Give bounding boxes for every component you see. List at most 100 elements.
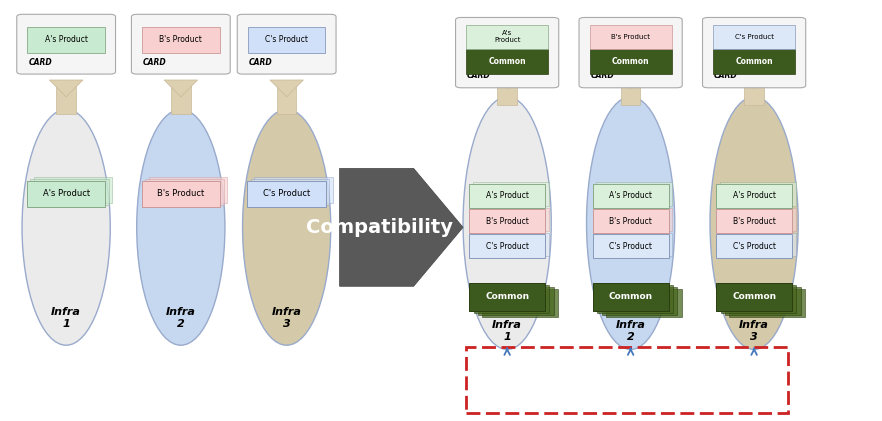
FancyBboxPatch shape bbox=[725, 287, 801, 315]
FancyBboxPatch shape bbox=[720, 182, 796, 206]
Polygon shape bbox=[614, 72, 647, 88]
Text: Common: Common bbox=[489, 57, 526, 66]
FancyBboxPatch shape bbox=[716, 283, 792, 311]
FancyBboxPatch shape bbox=[597, 285, 673, 313]
FancyBboxPatch shape bbox=[474, 285, 549, 313]
FancyBboxPatch shape bbox=[497, 72, 517, 105]
Text: B's Product: B's Product bbox=[160, 35, 202, 44]
Text: C's Product: C's Product bbox=[733, 242, 775, 251]
Text: Compatibility: Compatibility bbox=[306, 218, 452, 237]
FancyBboxPatch shape bbox=[478, 287, 554, 315]
Polygon shape bbox=[49, 80, 83, 97]
Polygon shape bbox=[490, 72, 524, 88]
Text: B's Product: B's Product bbox=[733, 216, 775, 226]
Text: Infra
1: Infra 1 bbox=[51, 307, 81, 329]
Text: B's Product: B's Product bbox=[486, 216, 528, 226]
FancyBboxPatch shape bbox=[466, 49, 548, 75]
FancyBboxPatch shape bbox=[716, 184, 792, 208]
Text: B's Product: B's Product bbox=[611, 34, 650, 40]
Text: Infra
2: Infra 2 bbox=[166, 307, 196, 329]
FancyBboxPatch shape bbox=[141, 181, 220, 207]
Text: Common: Common bbox=[732, 292, 776, 301]
Text: Infra
2: Infra 2 bbox=[616, 320, 646, 341]
FancyBboxPatch shape bbox=[469, 209, 545, 233]
Ellipse shape bbox=[463, 97, 551, 349]
FancyBboxPatch shape bbox=[473, 208, 549, 231]
Text: C's Product: C's Product bbox=[486, 242, 528, 251]
FancyBboxPatch shape bbox=[254, 177, 333, 203]
Text: A's
Product: A's Product bbox=[494, 30, 520, 43]
FancyBboxPatch shape bbox=[702, 18, 805, 88]
Text: A's Product: A's Product bbox=[733, 191, 775, 200]
FancyBboxPatch shape bbox=[251, 179, 330, 205]
Text: A's Product: A's Product bbox=[486, 191, 528, 200]
FancyBboxPatch shape bbox=[744, 72, 764, 105]
FancyBboxPatch shape bbox=[34, 177, 112, 203]
FancyBboxPatch shape bbox=[720, 233, 796, 256]
Text: C's Product: C's Product bbox=[263, 189, 310, 198]
FancyBboxPatch shape bbox=[589, 25, 672, 48]
FancyBboxPatch shape bbox=[589, 49, 672, 75]
Text: Common: Common bbox=[612, 57, 649, 66]
Text: CARD: CARD bbox=[28, 58, 52, 67]
FancyBboxPatch shape bbox=[596, 233, 672, 256]
Ellipse shape bbox=[243, 109, 331, 345]
Text: Common: Common bbox=[736, 57, 773, 66]
FancyBboxPatch shape bbox=[713, 25, 795, 48]
Text: CARD: CARD bbox=[249, 58, 273, 67]
FancyBboxPatch shape bbox=[593, 283, 669, 311]
Text: Common: Common bbox=[609, 292, 653, 301]
Text: Infra
3: Infra 3 bbox=[739, 320, 769, 341]
Text: B's Product: B's Product bbox=[157, 189, 205, 198]
FancyBboxPatch shape bbox=[277, 80, 296, 114]
Text: Infra
3: Infra 3 bbox=[272, 307, 302, 329]
FancyBboxPatch shape bbox=[593, 184, 669, 208]
FancyBboxPatch shape bbox=[171, 80, 191, 114]
FancyBboxPatch shape bbox=[473, 182, 549, 206]
Text: C's Product: C's Product bbox=[609, 242, 652, 251]
Text: C's Product: C's Product bbox=[265, 35, 308, 44]
FancyBboxPatch shape bbox=[142, 27, 220, 53]
Text: A's Product: A's Product bbox=[609, 191, 652, 200]
FancyBboxPatch shape bbox=[579, 18, 682, 88]
Text: CARD: CARD bbox=[590, 71, 614, 80]
FancyBboxPatch shape bbox=[716, 209, 792, 233]
Polygon shape bbox=[340, 168, 463, 286]
Text: Common: Common bbox=[485, 292, 529, 301]
Ellipse shape bbox=[137, 109, 225, 345]
FancyBboxPatch shape bbox=[593, 234, 669, 258]
FancyBboxPatch shape bbox=[602, 287, 677, 315]
FancyBboxPatch shape bbox=[593, 209, 669, 233]
FancyBboxPatch shape bbox=[27, 27, 105, 53]
FancyBboxPatch shape bbox=[469, 234, 545, 258]
FancyBboxPatch shape bbox=[596, 208, 672, 231]
FancyBboxPatch shape bbox=[729, 289, 805, 317]
FancyBboxPatch shape bbox=[237, 14, 336, 74]
Text: CARD: CARD bbox=[143, 58, 167, 67]
FancyBboxPatch shape bbox=[247, 181, 326, 207]
FancyBboxPatch shape bbox=[473, 233, 549, 256]
Text: B's Product: B's Product bbox=[609, 216, 652, 226]
Text: CARD: CARD bbox=[467, 71, 490, 80]
FancyBboxPatch shape bbox=[621, 72, 640, 105]
FancyBboxPatch shape bbox=[606, 289, 682, 317]
FancyBboxPatch shape bbox=[469, 184, 545, 208]
Text: C's Product: C's Product bbox=[735, 34, 774, 40]
Ellipse shape bbox=[22, 109, 110, 345]
FancyBboxPatch shape bbox=[248, 27, 325, 53]
Ellipse shape bbox=[710, 97, 798, 349]
FancyBboxPatch shape bbox=[145, 179, 223, 205]
FancyBboxPatch shape bbox=[466, 25, 548, 48]
FancyBboxPatch shape bbox=[30, 179, 108, 205]
FancyBboxPatch shape bbox=[148, 177, 228, 203]
FancyBboxPatch shape bbox=[26, 181, 105, 207]
FancyBboxPatch shape bbox=[455, 18, 558, 88]
Polygon shape bbox=[737, 72, 771, 88]
FancyBboxPatch shape bbox=[56, 80, 76, 114]
Polygon shape bbox=[164, 80, 198, 97]
FancyBboxPatch shape bbox=[131, 14, 230, 74]
FancyBboxPatch shape bbox=[720, 208, 796, 231]
Text: Infra
1: Infra 1 bbox=[492, 320, 522, 341]
FancyBboxPatch shape bbox=[716, 234, 792, 258]
Text: A's Product: A's Product bbox=[42, 189, 90, 198]
